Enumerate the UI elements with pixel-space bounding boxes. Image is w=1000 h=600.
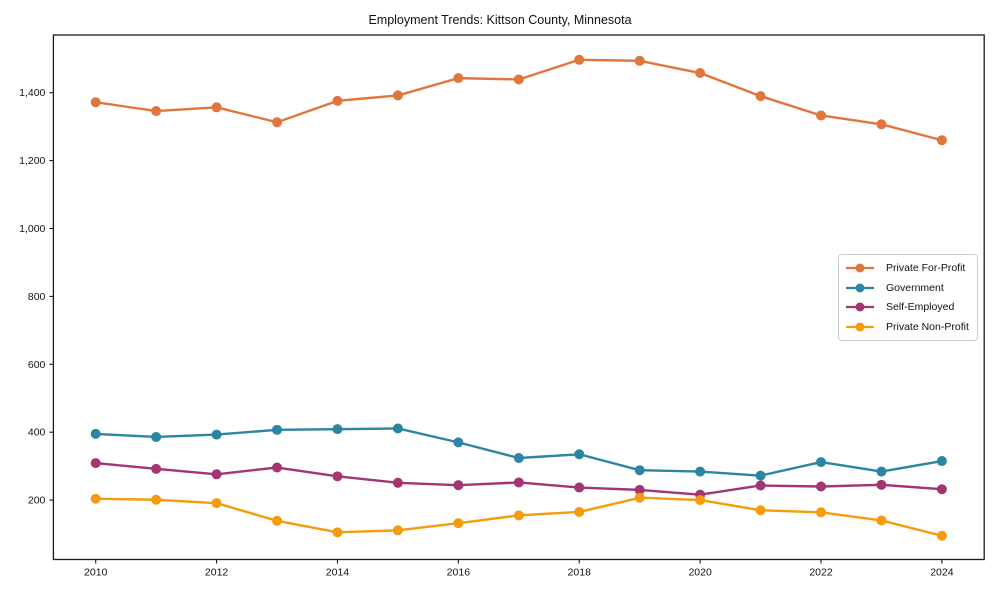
data-point [272,462,283,473]
data-point [936,530,947,541]
data-point [90,493,101,504]
data-point [90,428,101,439]
data-point [876,479,887,490]
x-tick-label: 2022 [809,567,833,579]
data-point [272,117,283,128]
data-point [634,55,645,66]
data-point [816,481,827,492]
legend-marker-icon [846,283,874,293]
data-point [936,484,947,495]
data-point [272,424,283,435]
data-point [936,456,947,467]
data-point [574,54,585,65]
data-point [634,492,645,503]
legend-label: Self-Employed [886,301,955,314]
legend-item-private-non-profit: Private Non-Profit [845,319,971,335]
x-tick-label: 2014 [326,567,350,579]
data-point [695,68,706,79]
data-point [513,477,524,488]
data-point [453,73,464,84]
data-point [816,110,827,121]
data-point [332,527,343,538]
data-point [513,74,524,85]
legend-label: Private Non-Profit [886,321,969,334]
data-point [392,90,403,101]
data-point [211,102,222,113]
legend-label: Government [886,281,944,294]
x-tick-label: 2020 [688,567,712,579]
data-point [634,465,645,476]
data-point [332,471,343,482]
y-tick-label: 800 [28,291,46,303]
data-point [755,480,766,491]
data-point [695,495,706,506]
data-point [151,494,162,505]
data-point [936,135,947,146]
legend-marker-icon [846,263,874,273]
data-point [574,449,585,460]
data-point [755,470,766,481]
data-point [453,437,464,448]
data-point [151,431,162,442]
data-point [332,424,343,435]
data-point [574,482,585,493]
legend-item-private-for-profit: Private For-Profit [845,260,971,276]
x-tick-label: 2012 [205,567,229,579]
legend-item-self-employed: Self-Employed [845,299,971,315]
legend-item-government: Government [845,280,971,296]
data-point [211,498,222,509]
data-point [453,518,464,529]
data-point [695,466,706,477]
x-tick-label: 2018 [568,567,592,579]
data-point [755,505,766,516]
series-line-government [94,427,944,477]
data-point [392,477,403,488]
y-tick-label: 1,000 [19,223,45,235]
data-point [453,480,464,491]
data-point [211,469,222,480]
legend-marker-icon [846,322,874,332]
series-line-private-for-profit [94,58,944,142]
data-point [211,429,222,440]
y-tick-label: 400 [28,427,46,439]
data-point [513,452,524,463]
data-point [392,423,403,434]
data-point [392,525,403,536]
data-point [634,484,645,495]
data-point [755,91,766,102]
data-point [876,515,887,526]
y-tick-label: 200 [28,495,46,507]
y-tick-label: 1,400 [19,87,45,99]
data-point [876,119,887,130]
legend-marker-icon [846,302,874,312]
data-point [513,510,524,521]
data-point [90,97,101,108]
x-tick-label: 2024 [930,567,954,579]
data-point [574,506,585,517]
legend-label: Private For-Profit [886,261,966,274]
y-tick-label: 1,200 [19,155,45,167]
data-point [151,463,162,474]
plot-frame [52,34,985,561]
data-point [816,507,827,518]
data-point [151,106,162,117]
data-point [90,458,101,469]
data-point [332,95,343,106]
x-tick-label: 2010 [84,567,108,579]
x-tick-label: 2016 [447,567,471,579]
legend: Private For-Profit Government Self-Employe… [838,254,978,341]
chart-title: Employment Trends: Kittson County, Minne… [368,13,632,27]
y-tick-label: 600 [28,359,46,371]
data-point [816,457,827,468]
data-point [272,515,283,526]
data-point [876,466,887,477]
